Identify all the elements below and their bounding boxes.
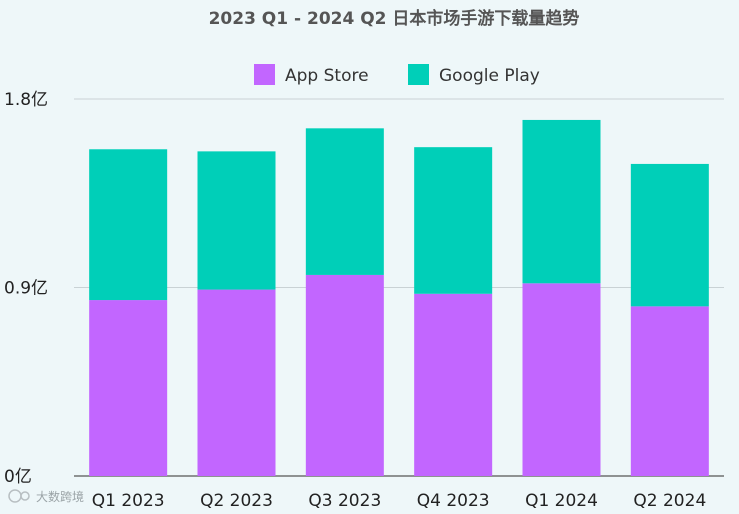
x-tick-label: Q1 2023 bbox=[92, 491, 165, 511]
bar-google-play bbox=[305, 128, 384, 275]
bar-google-play bbox=[414, 147, 493, 294]
bar-app-store bbox=[414, 293, 493, 476]
legend-swatch bbox=[254, 64, 275, 85]
chart-title: 2023 Q1 - 2024 Q2 日本市场手游下载量趋势 bbox=[209, 8, 580, 29]
y-tick-label: 0亿 bbox=[4, 467, 32, 487]
bar-google-play bbox=[89, 149, 168, 301]
bar-google-play bbox=[197, 151, 276, 290]
bar-app-store bbox=[89, 300, 168, 476]
x-axis-categories: Q1 2023 Q2 2023 Q3 2023 Q4 2023 Q1 2024 Q2 20… bbox=[92, 491, 707, 511]
bar-google-play bbox=[522, 119, 601, 284]
x-tick-label: Q1 2024 bbox=[525, 491, 598, 511]
bar-app-store bbox=[305, 274, 384, 476]
x-tick-label: Q2 2024 bbox=[633, 491, 706, 511]
x-tick-label: Q4 2023 bbox=[417, 491, 490, 511]
x-tick-label: Q2 2023 bbox=[200, 491, 273, 511]
y-tick-label: 0.9亿 bbox=[4, 279, 48, 299]
logo-icon bbox=[8, 489, 30, 503]
legend-label: Google Play bbox=[439, 66, 540, 86]
watermark: 大数跨境 bbox=[8, 489, 84, 504]
bars bbox=[89, 119, 709, 476]
y-tick-label: 1.8亿 bbox=[4, 90, 48, 110]
grid-lines bbox=[74, 98, 724, 477]
bar-app-store bbox=[197, 289, 276, 476]
legend-swatch bbox=[408, 64, 429, 85]
bar-google-play bbox=[630, 163, 709, 307]
y-axis-ticks: 0亿 0.9亿 1.8亿 bbox=[4, 90, 48, 487]
legend: App Store Google Play bbox=[254, 64, 540, 86]
x-tick-label: Q3 2023 bbox=[308, 491, 381, 511]
legend-label: App Store bbox=[285, 66, 369, 86]
bar-app-store bbox=[522, 283, 601, 476]
watermark-text: 大数跨境 bbox=[36, 489, 84, 504]
bar-app-store bbox=[630, 306, 709, 476]
